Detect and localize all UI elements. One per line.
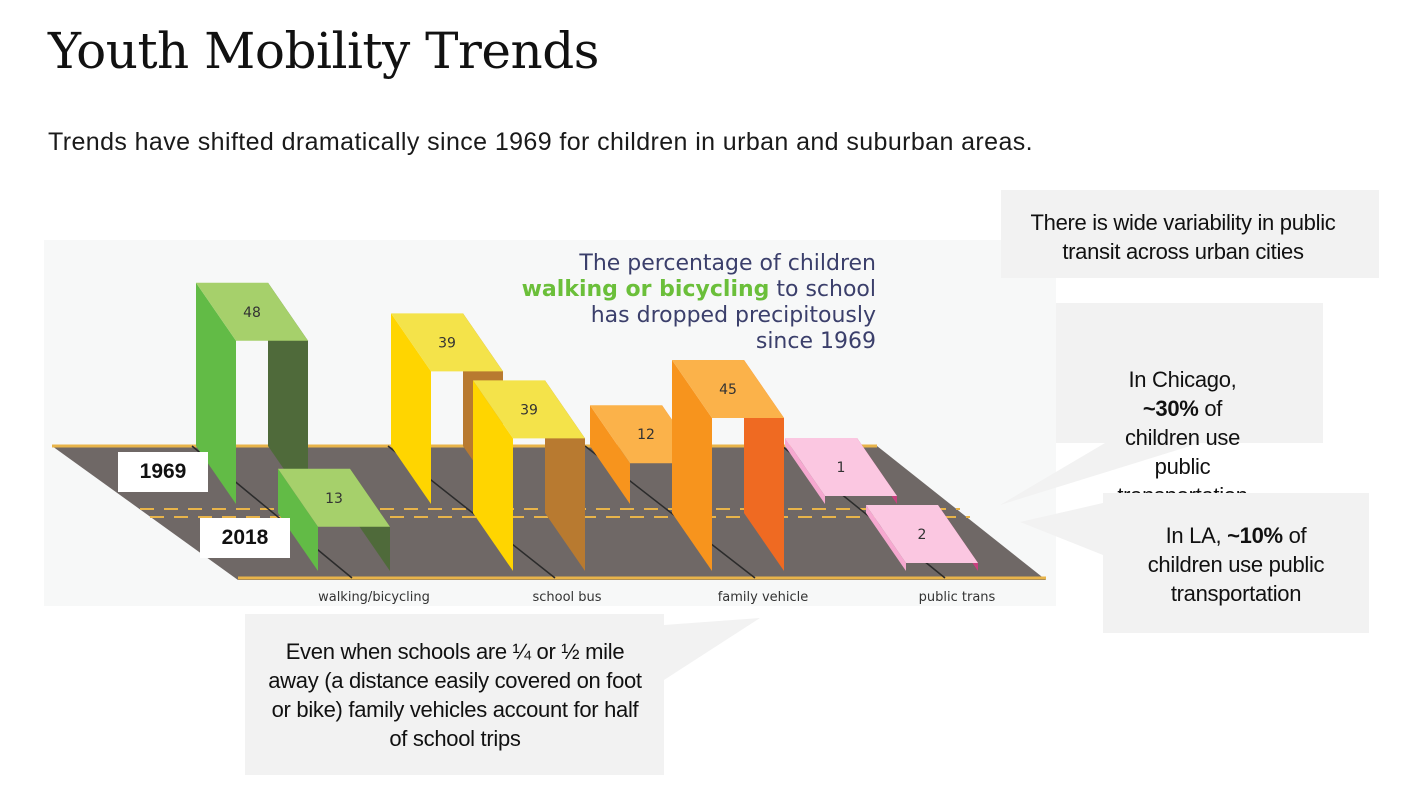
variability-callout-text: There is wide variability in public tran…: [1030, 210, 1336, 264]
bar-1969-1-top: [391, 313, 503, 372]
chart-headline-line1: The percentage of children: [578, 251, 876, 276]
series-label-1969: 1969: [118, 452, 208, 492]
bar-1969-1-value-label: 39: [438, 335, 456, 351]
bar-2018-1-front: [473, 380, 513, 571]
chicago-line3: children use: [1124, 425, 1241, 450]
chicago-callout-text: In Chicago, ~30% of children use public …: [1090, 365, 1275, 510]
variability-callout-box: [1001, 190, 1379, 278]
slide-subtitle: Trends have shifted dramatically since 1…: [48, 128, 1034, 156]
la-percent: ~10%: [1227, 523, 1283, 548]
bar-1969-3-front: [785, 438, 825, 504]
vehicles-callout-box: [245, 614, 664, 775]
category-label-4: public trans: [919, 590, 996, 605]
la-callout-text: In LA, ~10% of children use public trans…: [1120, 521, 1352, 608]
chicago-callout-box: [1056, 303, 1323, 443]
chart-headline-line2: walking or bicycling to school: [522, 277, 876, 302]
category-label-2: school bus: [532, 590, 601, 605]
chicago-of: of: [1198, 396, 1223, 421]
bar-2018-0-top: [278, 468, 390, 527]
la-callout-box: [1103, 493, 1369, 633]
category-label-1: walking/bicycling: [318, 590, 430, 605]
series-label-2018: 2018: [200, 518, 290, 558]
vehicles-callout-text: Even when schools are ¼ or ½ mile away (…: [268, 639, 642, 751]
chicago-line1: In Chicago,: [1128, 367, 1237, 392]
la-of: of: [1282, 523, 1307, 548]
bar-2018-2-top: [672, 360, 784, 418]
bar-1969-2-front: [590, 405, 630, 504]
chart-headline-accent: walking or bicycling: [522, 277, 770, 302]
bar-1969-1-front: [391, 313, 431, 504]
bar-1969-0-value-label: 48: [243, 305, 261, 321]
bar-2018-2-value-label: 45: [719, 382, 737, 398]
bar-1969-3-top: [785, 438, 897, 496]
bar-2018-1-top: [473, 380, 585, 439]
bar-2018-0-value-label: 13: [325, 491, 343, 507]
la-line1: In LA, ~10% of: [1120, 521, 1352, 550]
la-line3: transportation: [1170, 581, 1302, 606]
bar-2018-0-front: [278, 468, 318, 571]
bar-2018-2-front: [672, 360, 712, 571]
chart-headline-line4: since 1969: [756, 329, 876, 354]
la-prefix: In LA,: [1165, 523, 1228, 548]
chart-headline-line3: has dropped precipitously: [591, 303, 876, 328]
la-line2: children use public: [1147, 552, 1325, 577]
bars-group: 48 39 12 1 13 39 45 2: [196, 282, 978, 571]
bar-1969-0-front: [196, 282, 236, 504]
chicago-line4: public: [1154, 454, 1211, 479]
bar-2018-3-front: [866, 505, 906, 571]
chicago-line2: ~30% of: [1090, 394, 1275, 423]
bar-2018-3-value-label: 2: [918, 527, 927, 543]
category-label-3: family vehicle: [718, 590, 809, 605]
tick-labels-group: walking/bicycling school bus family vehicl…: [318, 590, 995, 605]
bar-1969-3-value-label: 1: [837, 460, 846, 476]
chart-headline-line2-rest: to school: [769, 277, 876, 302]
bar-1969-2-value-label: 12: [637, 427, 655, 443]
bar-2018-3-top: [866, 505, 978, 563]
chicago-percent: ~30%: [1142, 396, 1199, 421]
slide-title: Youth Mobility Trends: [48, 22, 599, 80]
bar-1969-0-top: [196, 282, 308, 341]
bar-2018-1-value-label: 39: [520, 402, 538, 418]
